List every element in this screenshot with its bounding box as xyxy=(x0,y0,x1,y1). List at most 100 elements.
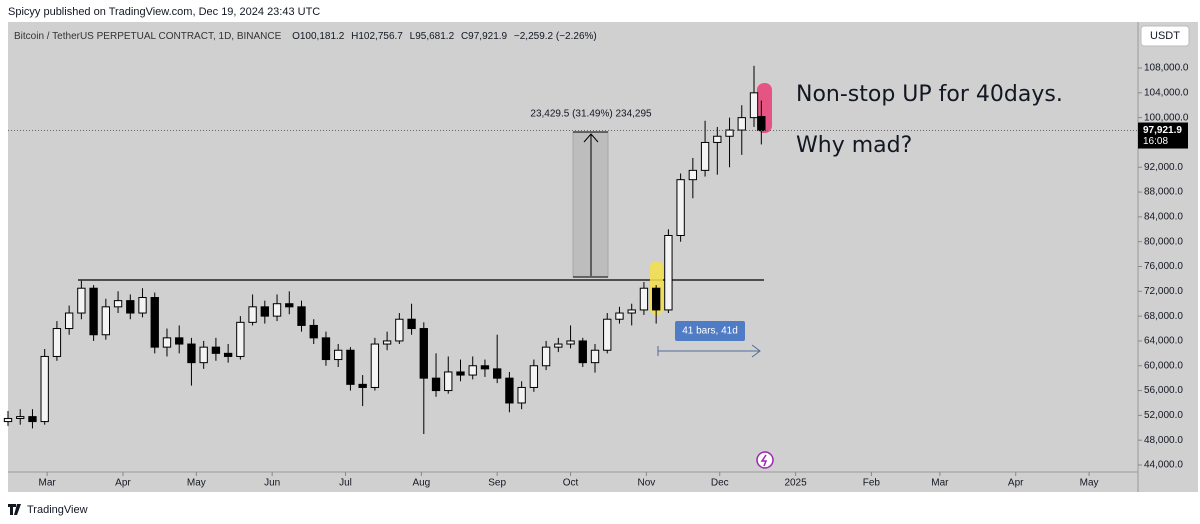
candle xyxy=(126,294,135,320)
candle xyxy=(700,120,710,177)
candle xyxy=(749,65,759,127)
y-tick-label: 88,000.0 xyxy=(1144,187,1183,198)
event-icon xyxy=(760,454,768,467)
candle-body xyxy=(162,337,172,348)
y-tick-label: 44,000.0 xyxy=(1144,460,1183,471)
candle xyxy=(211,337,221,361)
candle xyxy=(419,322,428,434)
candle xyxy=(517,381,526,410)
measure-arrow xyxy=(583,133,599,143)
x-tick-label: Sep xyxy=(488,478,506,489)
candle xyxy=(370,337,380,391)
candle-body xyxy=(419,328,428,379)
x-tick-label: Apr xyxy=(115,478,131,489)
x-tick-label: Jun xyxy=(264,478,280,489)
candle xyxy=(493,334,502,384)
candle xyxy=(664,229,673,314)
ohlc: L xyxy=(410,31,416,42)
candle xyxy=(382,331,392,351)
candle xyxy=(468,356,477,380)
candle-body xyxy=(713,135,722,143)
x-tick-label: Dec xyxy=(711,478,729,489)
candle-body xyxy=(28,416,37,423)
x-tick-label: Nov xyxy=(637,478,655,489)
ohlc: −2,259.2 (−2.26%) xyxy=(514,31,597,42)
currency-button[interactable] xyxy=(1140,25,1190,47)
candle xyxy=(688,157,698,199)
currency[interactable]: USDT xyxy=(1150,30,1180,42)
candle xyxy=(223,344,233,363)
candle xyxy=(297,300,306,332)
candle xyxy=(395,313,404,345)
candle xyxy=(566,325,575,349)
x-tick-label: May xyxy=(1080,478,1099,489)
candle-body xyxy=(150,297,159,348)
candle xyxy=(248,294,257,326)
range-arrow xyxy=(751,344,761,358)
candle-body xyxy=(223,352,233,357)
symbol-title: Bitcoin / TetherUS PERPETUAL CONTRACT, 1… xyxy=(14,31,597,42)
candle-body xyxy=(749,92,759,119)
candle xyxy=(541,340,551,371)
candle xyxy=(505,371,514,413)
candle-body xyxy=(236,321,245,357)
candle-body xyxy=(3,417,13,423)
candle xyxy=(64,305,74,335)
candle xyxy=(639,282,649,315)
ohlc: 97,921.9 xyxy=(468,31,507,42)
y-tick-label: 48,000.0 xyxy=(1144,435,1183,446)
candle-body xyxy=(651,287,661,311)
x-tick-label: Feb xyxy=(863,478,881,489)
candle xyxy=(3,411,13,426)
symbol: Bitcoin / TetherUS PERPETUAL CONTRACT, 1… xyxy=(14,31,282,42)
candle xyxy=(456,359,465,382)
candle xyxy=(358,375,367,407)
last-price-tag xyxy=(1138,122,1188,149)
y-tick-label: 56,000.0 xyxy=(1144,385,1183,396)
x-tick-label: Mar xyxy=(931,478,949,489)
candle-body xyxy=(480,365,490,370)
candle-body xyxy=(40,355,49,423)
candle-body xyxy=(248,306,257,323)
candle xyxy=(529,359,539,392)
candle xyxy=(138,288,147,318)
x-tick-label: Mar xyxy=(39,478,57,489)
candle xyxy=(285,291,294,315)
y-tick-label: 92,000.0 xyxy=(1144,162,1183,173)
event-icon[interactable] xyxy=(756,451,774,469)
candle-body xyxy=(211,346,221,354)
candle-body xyxy=(688,169,698,181)
candle-body xyxy=(590,349,600,364)
ohlc: 100,181.2 xyxy=(300,31,345,42)
candle-body xyxy=(493,368,502,379)
candle-body xyxy=(700,141,710,171)
candle xyxy=(175,325,184,354)
y-tick-label: 68,000.0 xyxy=(1144,311,1183,322)
candle-body xyxy=(395,318,404,342)
candle-body xyxy=(407,318,416,330)
candle-body xyxy=(52,328,62,357)
candle xyxy=(578,337,587,367)
candle xyxy=(52,321,62,361)
candle-body xyxy=(89,287,98,336)
ohlc: H xyxy=(351,31,358,42)
y-tick-label: 76,000.0 xyxy=(1144,261,1183,272)
candle-body xyxy=(757,116,766,132)
x-tick-label: Oct xyxy=(563,478,579,489)
y-tick-label: 104,000.0 xyxy=(1144,87,1189,98)
measure-label: 23,429.5 (31.49%) 234,295 xyxy=(530,109,652,120)
y-tick-label: 64,000.0 xyxy=(1144,336,1183,347)
candle xyxy=(334,344,343,367)
candle-body xyxy=(603,318,612,351)
candle-body xyxy=(77,287,86,314)
candle xyxy=(309,319,318,345)
candle xyxy=(236,316,245,360)
candle-body xyxy=(541,346,551,367)
candle-body xyxy=(639,287,649,311)
candle-body xyxy=(297,306,306,326)
candle-body xyxy=(431,377,441,392)
note: Why mad? xyxy=(796,133,912,158)
candle-body xyxy=(199,346,208,364)
candle-body xyxy=(615,312,624,320)
